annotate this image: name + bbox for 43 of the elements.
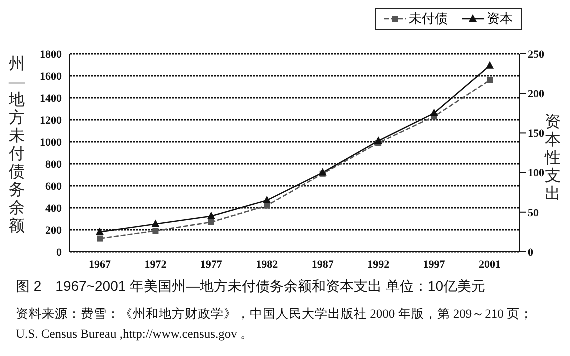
y2-tick-label: 100 bbox=[528, 168, 545, 180]
y-tick-label: 1800 bbox=[40, 48, 62, 61]
y2-tick-label: 0 bbox=[528, 246, 534, 259]
point bbox=[97, 236, 103, 242]
y-tick-label: 1000 bbox=[40, 136, 62, 149]
x-tick-label: 1987 bbox=[312, 258, 334, 271]
x-tick-label: 1967 bbox=[89, 258, 112, 271]
y2-tick-label: 50 bbox=[528, 207, 540, 220]
text: 资料来源：费雪：《州和地方财政学》，中国人民大学出版社 2000 年版，第 209～210 页； bbox=[16, 306, 533, 323]
y-tick-label: 200 bbox=[46, 224, 62, 237]
y-tick-label: 0 bbox=[56, 246, 62, 259]
legend-label: 资本 bbox=[487, 10, 513, 28]
point bbox=[487, 77, 493, 84]
y2-tick-label: 250 bbox=[528, 48, 545, 61]
y-tick-label: 1600 bbox=[40, 70, 62, 83]
x-tick-label: 1977 bbox=[200, 258, 223, 271]
point bbox=[374, 136, 383, 144]
y2-tick-label: 150 bbox=[528, 128, 545, 140]
point bbox=[263, 196, 272, 204]
x-tick-label: 2001 bbox=[479, 258, 501, 271]
x-tick-label: 1972 bbox=[144, 258, 168, 271]
point bbox=[430, 108, 438, 116]
point bbox=[318, 168, 327, 176]
y-tick-label: 1200 bbox=[40, 114, 62, 127]
text: U.S. Census Bureau ,http://www.census.gov 。 bbox=[16, 326, 254, 343]
point bbox=[207, 212, 216, 220]
point bbox=[152, 220, 160, 228]
point bbox=[486, 61, 494, 69]
x-tick-label: 1992 bbox=[368, 258, 390, 271]
x-tick-label: 1982 bbox=[256, 258, 279, 271]
legend-label: 未付债 bbox=[409, 10, 448, 28]
text: 图 2 1967~2001 年美国州—地方未付债务余额和资本支出 单位：10亿美元 bbox=[16, 278, 486, 296]
x-tick-label: 1997 bbox=[423, 258, 446, 271]
y-tick-label: 800 bbox=[46, 158, 62, 171]
y-tick-label: 400 bbox=[46, 202, 62, 215]
y2-axis-title: 资本性支出 bbox=[545, 114, 561, 204]
y2-tick-label: 200 bbox=[528, 88, 545, 101]
point bbox=[152, 228, 159, 234]
y-tick-label: 1400 bbox=[40, 92, 62, 105]
y-tick-label: 600 bbox=[46, 180, 62, 193]
text: 州—地方未付债务余额 bbox=[9, 56, 25, 235]
point bbox=[208, 219, 214, 226]
point bbox=[96, 228, 104, 236]
